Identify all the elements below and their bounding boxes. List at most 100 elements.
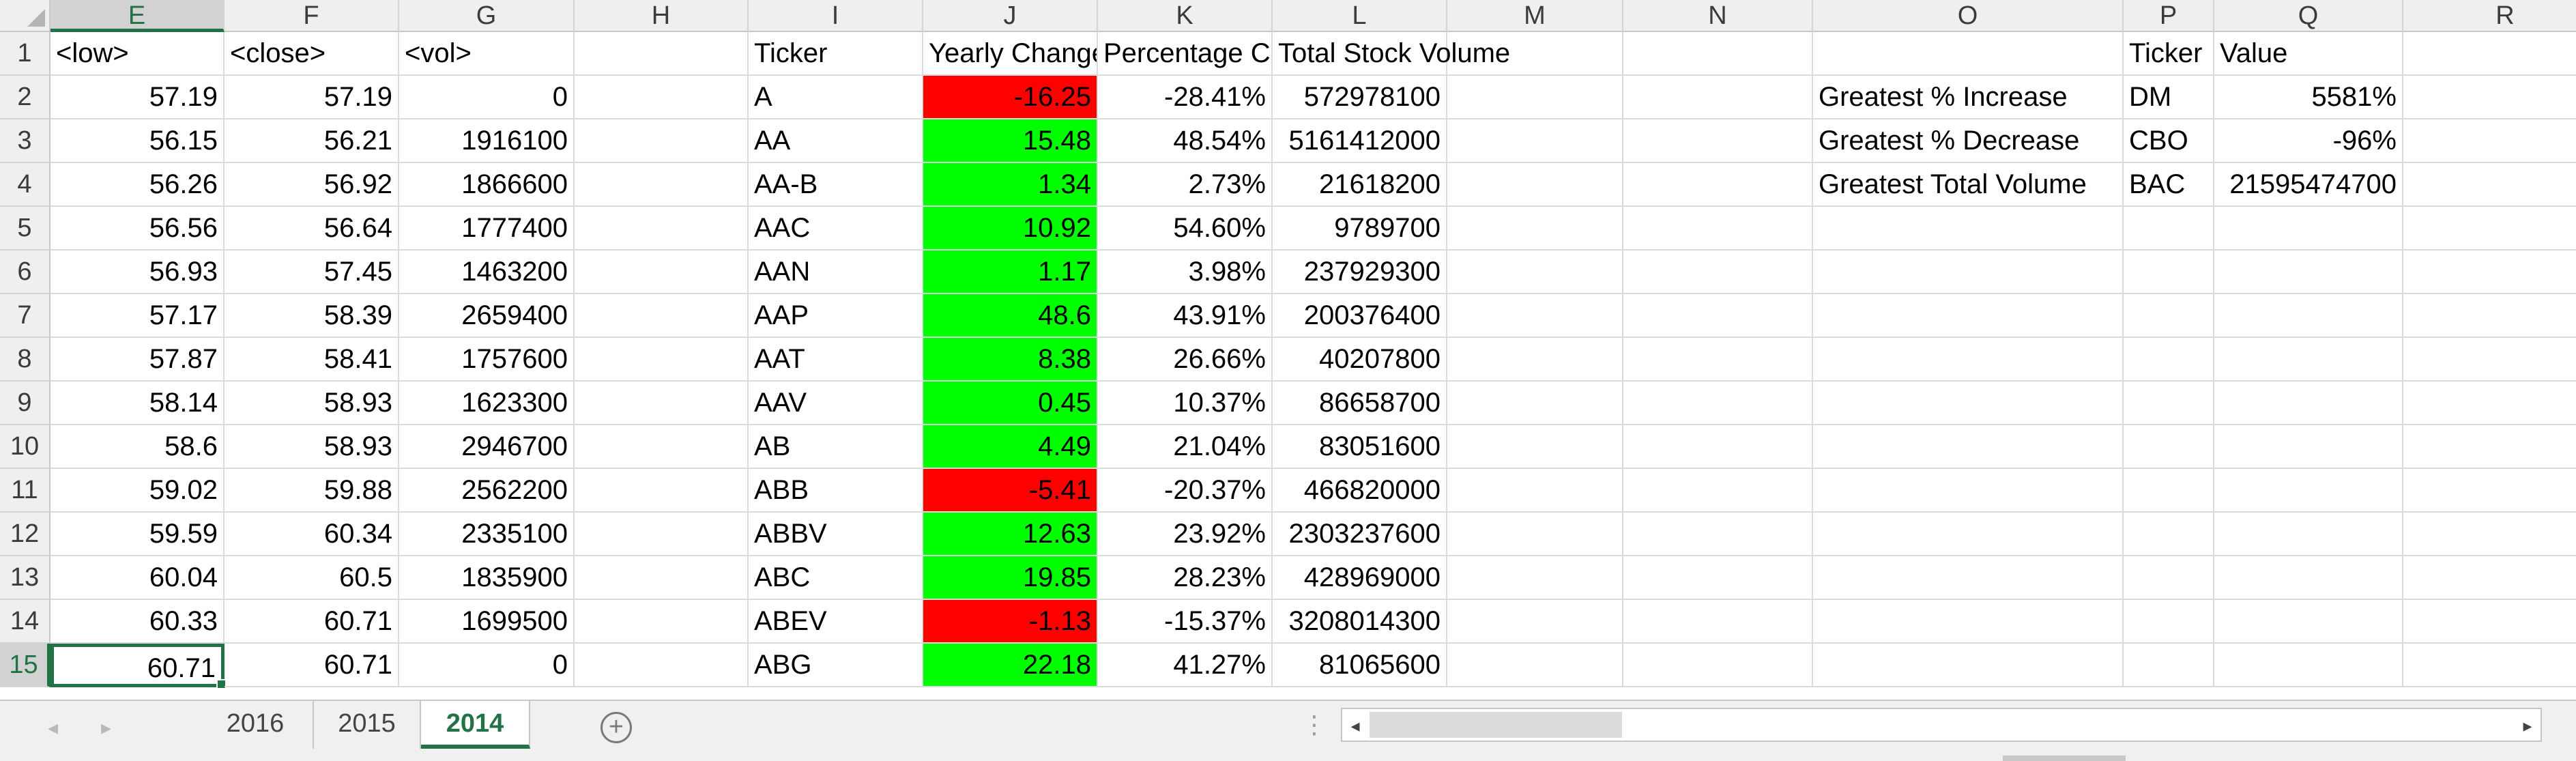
cell-h5[interactable]	[575, 207, 749, 250]
cell-k7[interactable]: 43.91%	[1098, 294, 1273, 338]
cell-o11[interactable]	[1813, 469, 2124, 513]
column-header-m[interactable]: M	[1447, 0, 1623, 32]
cell-l9[interactable]: 86658700	[1273, 382, 1447, 425]
cell-n2[interactable]	[1623, 76, 1813, 119]
cell-g2[interactable]: 0	[399, 76, 575, 119]
cell-q8[interactable]	[2214, 338, 2403, 382]
cell-l14[interactable]: 3208014300	[1273, 600, 1447, 644]
cell-e2[interactable]: 57.19	[50, 76, 225, 119]
cell-j8[interactable]: 8.38	[923, 338, 1098, 382]
cell-r13[interactable]	[2403, 556, 2576, 600]
cell-j3[interactable]: 15.48	[923, 119, 1098, 163]
cell-e13[interactable]: 60.04	[50, 556, 225, 600]
cell-k5[interactable]: 54.60%	[1098, 207, 1273, 250]
cell-m5[interactable]	[1447, 207, 1623, 250]
cell-h1[interactable]	[575, 32, 749, 76]
cell-e1[interactable]: <low>	[50, 32, 225, 76]
cell-n8[interactable]	[1623, 338, 1813, 382]
cell-f8[interactable]: 58.41	[225, 338, 399, 382]
cell-j14[interactable]: -1.13	[923, 600, 1098, 644]
sheet-tab-2014[interactable]: 2014	[421, 701, 530, 749]
cell-p6[interactable]	[2124, 250, 2214, 294]
next-sheet-arrow-icon[interactable]: ▸	[101, 717, 112, 739]
cell-e9[interactable]: 58.14	[50, 382, 225, 425]
cell-r2[interactable]	[2403, 76, 2576, 119]
cell-q13[interactable]	[2214, 556, 2403, 600]
cell-o10[interactable]	[1813, 425, 2124, 469]
cell-q15[interactable]	[2214, 644, 2403, 687]
cell-e15[interactable]: 60.71	[50, 644, 227, 689]
cell-f1[interactable]: <close>	[225, 32, 399, 76]
cell-k10[interactable]: 21.04%	[1098, 425, 1273, 469]
cell-r10[interactable]	[2403, 425, 2576, 469]
cell-f5[interactable]: 56.64	[225, 207, 399, 250]
column-header-p[interactable]: P	[2124, 0, 2214, 32]
cell-k3[interactable]: 48.54%	[1098, 119, 1273, 163]
cell-j6[interactable]: 1.17	[923, 250, 1098, 294]
cell-g9[interactable]: 1623300	[399, 382, 575, 425]
sheet-tab-2015[interactable]: 2015	[314, 701, 421, 749]
cell-m12[interactable]	[1447, 513, 1623, 556]
cell-q14[interactable]	[2214, 600, 2403, 644]
cell-k13[interactable]: 28.23%	[1098, 556, 1273, 600]
scroll-left-arrow-icon[interactable]: ◂	[1350, 715, 1360, 736]
cell-r12[interactable]	[2403, 513, 2576, 556]
cell-i2[interactable]: A	[749, 76, 923, 119]
cell-o3[interactable]: Greatest % Decrease	[1813, 119, 2124, 163]
cell-j10[interactable]: 4.49	[923, 425, 1098, 469]
cell-k6[interactable]: 3.98%	[1098, 250, 1273, 294]
cell-o8[interactable]	[1813, 338, 2124, 382]
cell-h3[interactable]	[575, 119, 749, 163]
cell-i12[interactable]: ABBV	[749, 513, 923, 556]
cell-m11[interactable]	[1447, 469, 1623, 513]
cell-q6[interactable]	[2214, 250, 2403, 294]
cell-l6[interactable]: 237929300	[1273, 250, 1447, 294]
cell-m7[interactable]	[1447, 294, 1623, 338]
cell-e14[interactable]: 60.33	[50, 600, 225, 644]
cell-l12[interactable]: 2303237600	[1273, 513, 1447, 556]
add-sheet-button[interactable]: +	[600, 712, 632, 743]
cell-p15[interactable]	[2124, 644, 2214, 687]
column-header-o[interactable]: O	[1813, 0, 2124, 32]
column-header-q[interactable]: Q	[2214, 0, 2403, 32]
cell-n13[interactable]	[1623, 556, 1813, 600]
cell-l15[interactable]: 81065600	[1273, 644, 1447, 687]
tab-split-handle-icon[interactable]: ⋮	[1302, 710, 1327, 738]
cell-o4[interactable]: Greatest Total Volume	[1813, 163, 2124, 207]
cell-k2[interactable]: -28.41%	[1098, 76, 1273, 119]
cell-g7[interactable]: 2659400	[399, 294, 575, 338]
cell-o1[interactable]	[1813, 32, 2124, 76]
row-header-10[interactable]: 10	[0, 425, 50, 469]
cell-i11[interactable]: ABB	[749, 469, 923, 513]
cell-r9[interactable]	[2403, 382, 2576, 425]
cell-g12[interactable]: 2335100	[399, 513, 575, 556]
row-header-11[interactable]: 11	[0, 469, 50, 513]
cell-j7[interactable]: 48.6	[923, 294, 1098, 338]
cell-h11[interactable]	[575, 469, 749, 513]
cell-f14[interactable]: 60.71	[225, 600, 399, 644]
cell-g6[interactable]: 1463200	[399, 250, 575, 294]
cell-p7[interactable]	[2124, 294, 2214, 338]
horizontal-scrollbar[interactable]: ◂ ▸	[1341, 708, 2542, 742]
cell-f12[interactable]: 60.34	[225, 513, 399, 556]
cell-i15[interactable]: ABG	[749, 644, 923, 687]
column-header-g[interactable]: G	[399, 0, 575, 32]
cell-m14[interactable]	[1447, 600, 1623, 644]
cell-e4[interactable]: 56.26	[50, 163, 225, 207]
cell-g5[interactable]: 1777400	[399, 207, 575, 250]
cell-n9[interactable]	[1623, 382, 1813, 425]
cell-o2[interactable]: Greatest % Increase	[1813, 76, 2124, 119]
cell-e7[interactable]: 57.17	[50, 294, 225, 338]
row-header-15[interactable]: 15	[0, 644, 50, 687]
cell-m1[interactable]	[1447, 32, 1623, 76]
cell-n15[interactable]	[1623, 644, 1813, 687]
cell-j11[interactable]: -5.41	[923, 469, 1098, 513]
cell-f11[interactable]: 59.88	[225, 469, 399, 513]
cell-l4[interactable]: 21618200	[1273, 163, 1447, 207]
cell-r8[interactable]	[2403, 338, 2576, 382]
cell-m2[interactable]	[1447, 76, 1623, 119]
row-header-13[interactable]: 13	[0, 556, 50, 600]
row-header-5[interactable]: 5	[0, 207, 50, 250]
cell-n5[interactable]	[1623, 207, 1813, 250]
row-header-4[interactable]: 4	[0, 163, 50, 207]
